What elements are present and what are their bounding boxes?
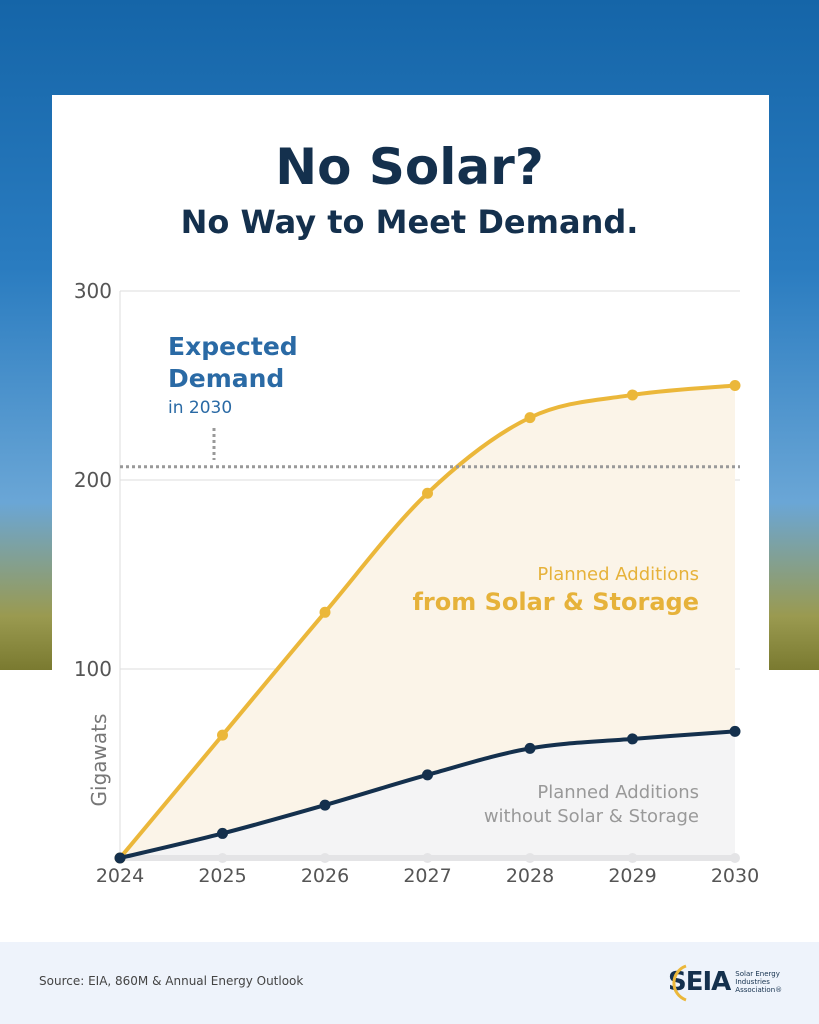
nosolar-annotation: without Solar & Storage bbox=[484, 806, 699, 827]
data-point-0 bbox=[729, 380, 741, 391]
data-point-1 bbox=[319, 799, 331, 811]
data-point-0 bbox=[627, 389, 638, 401]
footer bbox=[0, 942, 819, 1024]
data-point-1 bbox=[627, 733, 638, 745]
demand-label: in 2030 bbox=[168, 398, 232, 418]
series-area-0 bbox=[120, 385, 735, 858]
baseline-point bbox=[422, 853, 433, 863]
baseline-point bbox=[320, 853, 330, 863]
solar-annotation: Planned Additions bbox=[537, 564, 699, 585]
y-tick-label: 100 bbox=[74, 657, 112, 681]
data-point-0 bbox=[422, 487, 433, 499]
y-tick-label: 300 bbox=[74, 279, 112, 303]
y-tick-label: 200 bbox=[74, 468, 112, 492]
data-point-0 bbox=[217, 729, 228, 741]
x-tick-label: 2029 bbox=[608, 865, 656, 887]
x-tick-label: 2028 bbox=[506, 865, 554, 887]
seia-logo: SEIA Solar Energy Industries Association… bbox=[660, 962, 795, 1002]
demand-label: Expected bbox=[168, 332, 298, 361]
data-point-1 bbox=[422, 769, 433, 781]
baseline-point bbox=[217, 853, 228, 863]
x-tick-label: 2027 bbox=[403, 865, 451, 887]
data-point-0 bbox=[319, 606, 331, 618]
page-title: No Solar? bbox=[275, 138, 544, 196]
page-subtitle: No Way to Meet Demand. bbox=[180, 203, 639, 241]
x-tick-label: 2030 bbox=[711, 865, 759, 887]
x-tick-label: 2026 bbox=[301, 865, 349, 887]
nosolar-annotation: Planned Additions bbox=[537, 782, 699, 803]
source-text: Source: EIA, 860M & Annual Energy Outloo… bbox=[39, 974, 304, 988]
x-tick-label: 2024 bbox=[96, 865, 144, 887]
data-point-0 bbox=[524, 412, 536, 424]
y-axis-label: Gigawats bbox=[87, 714, 111, 807]
data-point-1 bbox=[114, 852, 126, 864]
data-point-1 bbox=[524, 742, 536, 754]
x-tick-label: 2025 bbox=[198, 865, 246, 887]
data-point-1 bbox=[729, 725, 741, 737]
sun-arc-icon bbox=[672, 964, 687, 1002]
demand-label: Demand bbox=[168, 364, 284, 393]
solar-annotation: from Solar & Storage bbox=[412, 588, 699, 616]
baseline-point bbox=[627, 853, 638, 863]
baseline-point bbox=[730, 853, 740, 863]
baseline-point bbox=[525, 853, 535, 863]
data-point-1 bbox=[217, 827, 228, 839]
series-area-1 bbox=[120, 731, 735, 858]
logo-subtext: Solar Energy Industries Association® bbox=[735, 970, 783, 994]
